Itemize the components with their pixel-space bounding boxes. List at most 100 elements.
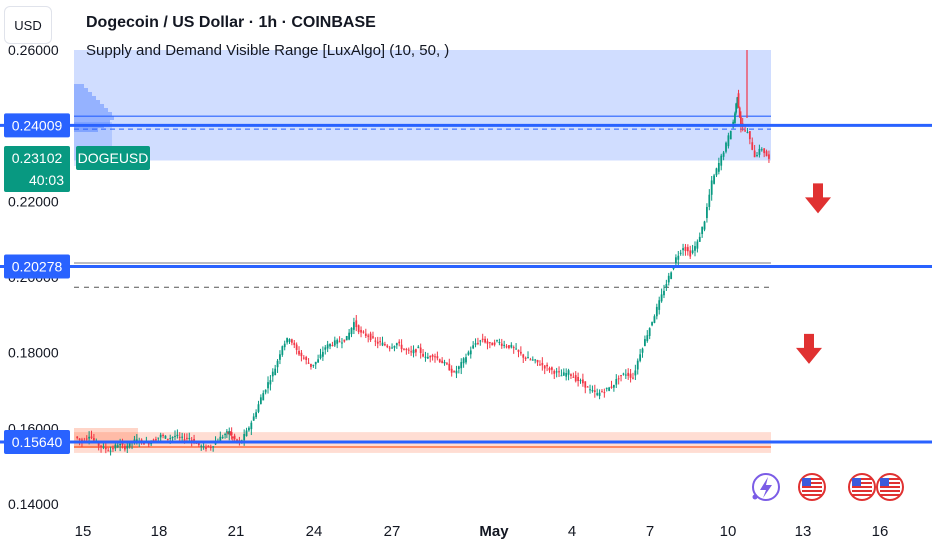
y-tick-label: 0.22000 [8, 193, 59, 209]
candle-body [257, 404, 260, 412]
candle-body [727, 135, 730, 147]
candle-body [85, 438, 88, 440]
lightning-icon-ring[interactable] [752, 473, 780, 501]
currency-button[interactable]: USD [4, 6, 52, 44]
candle-body [558, 371, 560, 373]
candle-body [286, 338, 289, 343]
candle-body [345, 336, 348, 341]
candle-body [715, 168, 718, 176]
candle-body [230, 432, 233, 436]
candle-body [128, 441, 131, 447]
candle-body [302, 357, 305, 359]
candle-body [295, 344, 298, 350]
candle-body [612, 384, 615, 388]
us-flag-stripe [852, 478, 872, 480]
candle-body [391, 347, 393, 349]
candle-body [641, 348, 644, 353]
candle-body [415, 349, 417, 353]
candle-body [400, 344, 403, 350]
price-label: 0.24009 [12, 117, 63, 133]
candle-body [372, 336, 374, 338]
candle-body [735, 103, 738, 113]
candle-body [159, 434, 162, 438]
candle-body [617, 378, 620, 380]
candle-body [736, 97, 739, 104]
candle-body [605, 387, 608, 389]
candle-body [183, 439, 186, 441]
candle-body [255, 412, 257, 418]
indicator-legend[interactable]: Supply and Demand Visible Range [LuxAlgo… [86, 42, 450, 59]
candle-body [229, 433, 232, 435]
candle-body [140, 439, 143, 441]
candle-body [639, 354, 642, 361]
candle-body [379, 341, 382, 343]
candle-body [474, 343, 477, 345]
x-tick-label: 10 [720, 523, 737, 540]
lightning-icon[interactable] [760, 477, 772, 498]
candle-body [352, 322, 355, 330]
candle-body [417, 346, 420, 348]
candle-body [644, 339, 646, 346]
candle-body [252, 416, 255, 421]
candle-body [121, 443, 124, 445]
candle-body [78, 438, 81, 440]
x-tick-label: 27 [384, 523, 401, 540]
candle-body [76, 436, 79, 439]
candle-body [338, 341, 341, 343]
candle-body [438, 359, 441, 362]
candle-body [107, 450, 110, 452]
candle-body [603, 392, 606, 394]
us-flag-stripe [802, 490, 822, 492]
candle-body [441, 360, 444, 364]
candle-body [629, 373, 632, 378]
candle-body [560, 375, 563, 377]
candle-body [290, 339, 293, 343]
candle-body [634, 370, 637, 376]
candle-body [593, 390, 596, 392]
candle-body [264, 389, 267, 393]
us-flag-stripe [802, 478, 822, 480]
x-tick-label: 7 [646, 523, 654, 540]
candle-body [493, 342, 496, 345]
candle-body [689, 250, 692, 257]
candle-body [760, 149, 763, 151]
candle-body [395, 343, 398, 346]
candle-body [450, 368, 453, 373]
candle-body [738, 107, 741, 117]
candle-body [314, 361, 317, 365]
candle-body [651, 322, 653, 326]
candle-body [279, 354, 281, 360]
us-flag-stripe [802, 482, 822, 484]
candle-body [364, 333, 367, 336]
candle-body [109, 450, 112, 452]
x-tick-label: May [479, 523, 509, 540]
x-tick-label: 13 [795, 523, 812, 540]
candle-body [224, 434, 226, 436]
candle-body [329, 343, 331, 347]
candle-body [164, 435, 167, 439]
candle-body [333, 340, 336, 346]
candle-body [393, 346, 396, 348]
candle-body [703, 221, 706, 230]
candle-body [522, 354, 525, 358]
candle-body [713, 175, 715, 184]
candle-body [248, 427, 250, 431]
y-tick-label: 0.18000 [8, 345, 59, 361]
candle-body [143, 442, 145, 445]
candle-body [531, 359, 534, 361]
candle-body [324, 347, 327, 350]
candle-body [469, 350, 472, 355]
x-tick-label: 15 [75, 523, 92, 540]
candle-body [519, 351, 522, 354]
candle-body [310, 363, 312, 367]
supply-zone [74, 50, 771, 161]
candle-body [660, 294, 663, 302]
candle-body [405, 349, 408, 351]
candle-body [553, 371, 556, 374]
candle-body [720, 155, 723, 166]
price-label: 0.20278 [12, 258, 63, 274]
candle-body [479, 340, 482, 342]
candle-body [517, 349, 520, 352]
